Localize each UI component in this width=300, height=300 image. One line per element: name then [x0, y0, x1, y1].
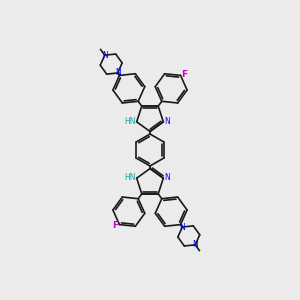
Text: N: N — [164, 117, 170, 126]
Text: N: N — [164, 173, 170, 182]
Text: N: N — [192, 240, 198, 249]
Text: HN: HN — [124, 173, 136, 182]
Text: N: N — [102, 51, 108, 60]
Text: HN: HN — [124, 117, 136, 126]
Text: F: F — [182, 70, 188, 79]
Text: F: F — [112, 221, 119, 230]
Text: N: N — [115, 68, 121, 77]
Text: N: N — [179, 223, 185, 232]
